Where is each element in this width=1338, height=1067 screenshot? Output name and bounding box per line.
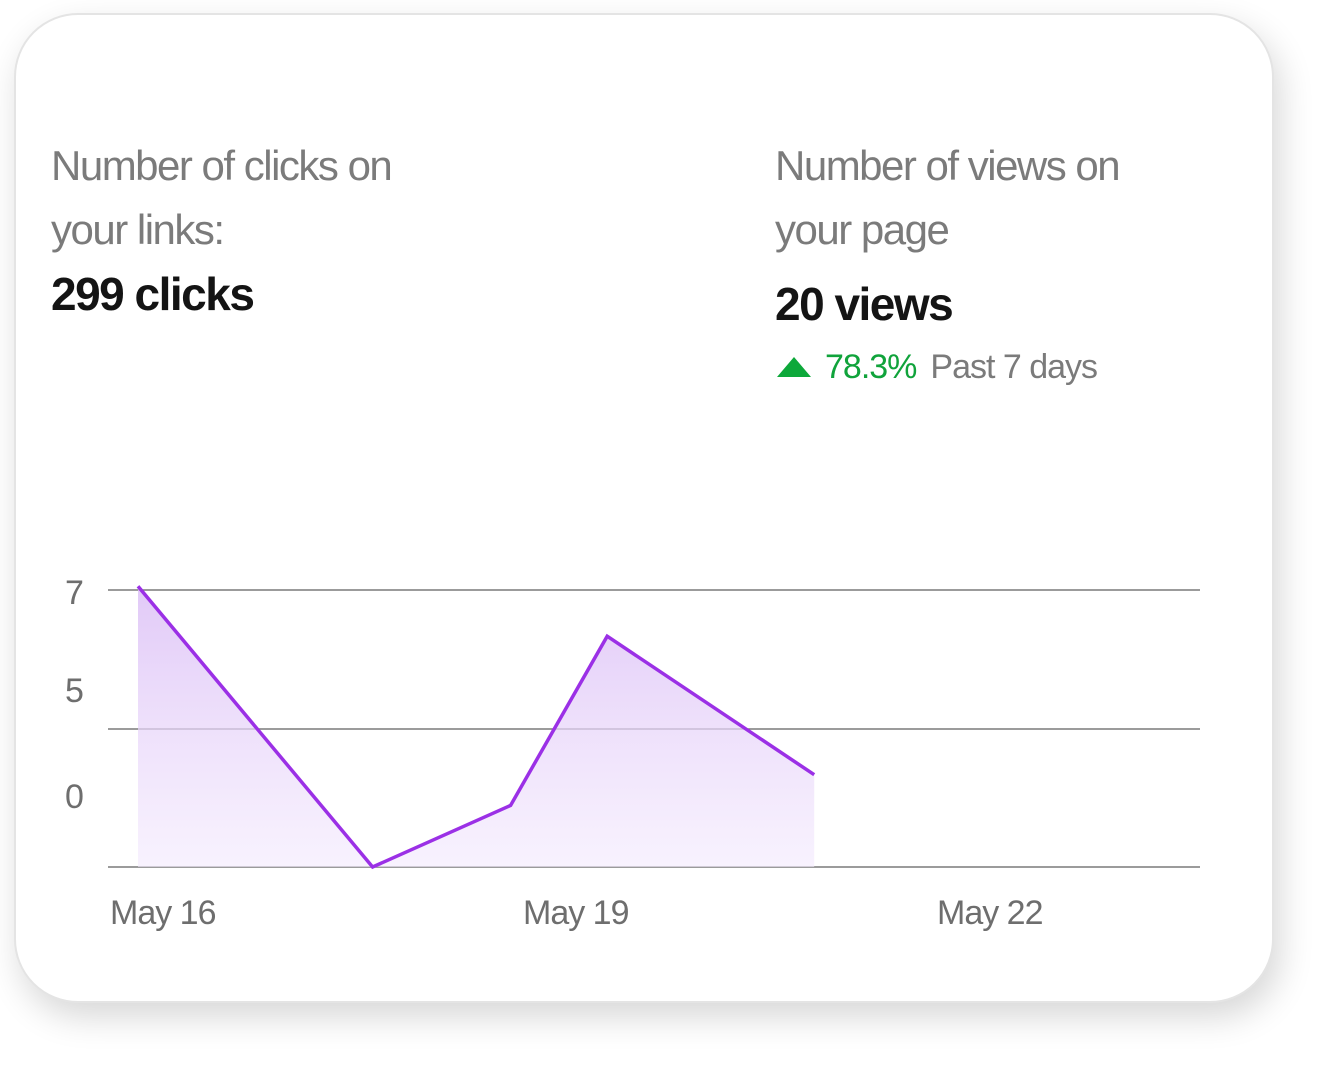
- y-tick-label: 7: [65, 574, 83, 612]
- views-stat: Number of views on your page 20 views 78.…: [775, 134, 1225, 390]
- up-arrow-icon: [777, 357, 811, 377]
- clicks-label: Number of clicks on your links:: [51, 142, 393, 253]
- y-tick-label: 0: [65, 778, 83, 816]
- views-value: 20 views: [775, 278, 954, 330]
- series-line: [136, 585, 816, 870]
- x-tick-label: May 19: [523, 894, 629, 932]
- series-area: [138, 586, 815, 867]
- clicks-value: 299 clicks: [51, 268, 255, 320]
- views-change: 78.3% Past 7 days: [775, 344, 1225, 390]
- change-percent: 78.3%: [825, 347, 917, 386]
- clicks-stat: Number of clicks on your links: 299 click…: [51, 134, 531, 324]
- x-tick-label: May 22: [937, 894, 1043, 932]
- x-tick-label: May 16: [110, 894, 216, 932]
- change-period: Past 7 days: [930, 347, 1098, 386]
- views-label: Number of views on your page: [775, 142, 1121, 253]
- y-tick-label: 5: [65, 672, 83, 710]
